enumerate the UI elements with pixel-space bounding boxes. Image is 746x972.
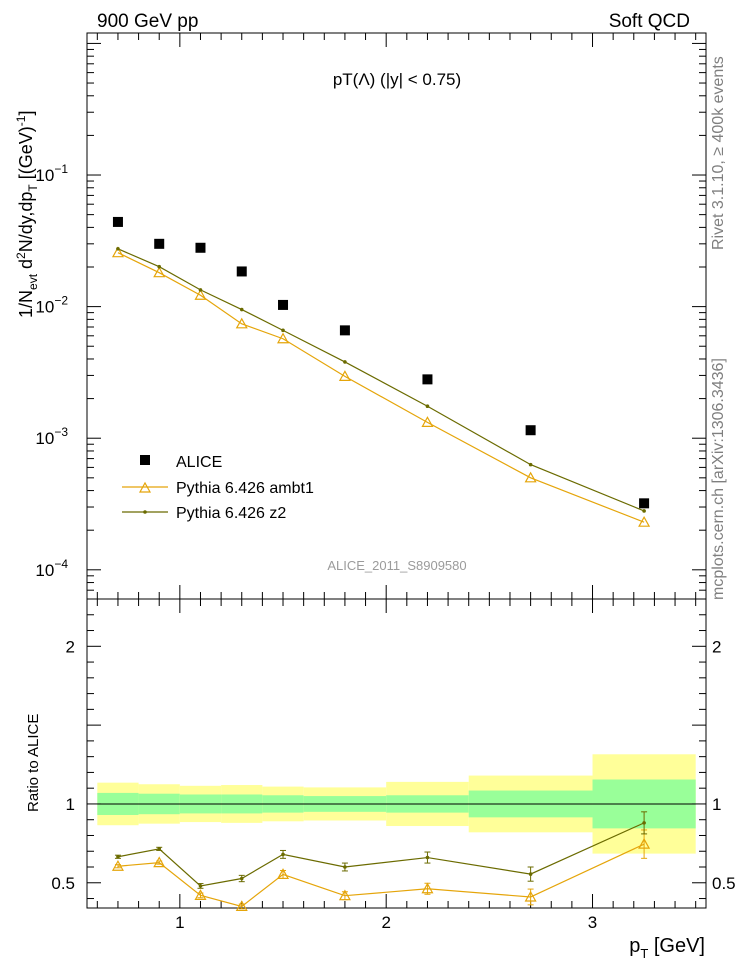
series-line-ambt1 bbox=[117, 252, 645, 523]
ratio-y-tick-label-right: 0.5 bbox=[712, 874, 736, 893]
main-y-tick-exp: −2 bbox=[54, 294, 68, 308]
main-title: pT(Λ) (|y| < 0.75) bbox=[333, 70, 461, 89]
ratio-point-ambt1 bbox=[524, 890, 537, 902]
ratio-x-tick-label: 1 bbox=[175, 913, 184, 932]
ratio-point-z2 bbox=[157, 847, 162, 851]
alice-point bbox=[112, 216, 123, 227]
ratio-x-tick-label: 2 bbox=[381, 913, 390, 932]
ratio-point-z2 bbox=[343, 865, 347, 869]
legend-alice-label: ALICE bbox=[176, 454, 222, 471]
ambt1-point bbox=[276, 332, 290, 344]
ratio-bands bbox=[97, 754, 696, 854]
ratio-x-tick-label: 3 bbox=[588, 913, 597, 932]
ratio-point-ambt1 bbox=[235, 900, 248, 912]
ratio-y-axis: 0.5 0.5 1 1 2 2 bbox=[51, 598, 736, 900]
x-axis-label: pT [GeV] bbox=[629, 935, 705, 961]
z2-point bbox=[642, 509, 646, 513]
ambt1-point bbox=[111, 246, 124, 258]
ratio-y-tick-label: 1 bbox=[66, 795, 75, 814]
ambt1-point bbox=[338, 370, 351, 381]
z2-point bbox=[528, 462, 533, 467]
ratio-point-z2 bbox=[116, 854, 120, 859]
ratio-point-z2 bbox=[528, 872, 533, 876]
ratio-point-z2 bbox=[281, 852, 285, 857]
ratio-point-ambt1 bbox=[421, 882, 434, 894]
header-left: 900 GeV pp bbox=[97, 11, 198, 32]
ratio-point-ambt1 bbox=[638, 837, 651, 849]
legend-ambt1-marker bbox=[138, 481, 152, 493]
ratio-y-tick-label: 0.5 bbox=[51, 874, 75, 893]
ratio-point-ambt1 bbox=[194, 889, 207, 900]
header-right: Soft QCD bbox=[609, 11, 690, 32]
series-line-z2 bbox=[117, 248, 645, 512]
mcplots-label: mcplots.cern.ch [arXiv:1306.3436] bbox=[710, 358, 727, 600]
ambt1-point bbox=[194, 289, 207, 300]
z2-point bbox=[343, 360, 347, 364]
ratio-y-tick-label: 2 bbox=[66, 637, 75, 656]
legend-z2-label: Pythia 6.426 z2 bbox=[176, 505, 286, 522]
main-y-axis: 10−4 10−3 10−2 10−1 bbox=[35, 42, 706, 600]
main-y-tick-label: 10−2 bbox=[35, 294, 68, 317]
ratio-point-z2 bbox=[198, 884, 203, 888]
alice-point bbox=[525, 425, 536, 436]
legend-z2-marker bbox=[143, 510, 147, 514]
ratio-frame bbox=[86, 598, 707, 909]
legend-ambt1-label: Pythia 6.426 ambt1 bbox=[176, 480, 314, 497]
main-y-tick-label: 10−1 bbox=[35, 162, 68, 185]
alice-point bbox=[195, 242, 206, 253]
z2-point bbox=[281, 328, 285, 333]
main-y-tick-exp: −3 bbox=[54, 425, 68, 439]
ratio-point-ambt1 bbox=[111, 859, 124, 871]
legend: ALICE Pythia 6.426 ambt1 Pythia 6.426 z2 bbox=[122, 454, 314, 522]
ratio-point-z2 bbox=[425, 855, 430, 860]
ratio-point-z2 bbox=[239, 876, 244, 881]
ratio-x-axis: 1 2 3 bbox=[96, 599, 697, 932]
ratio-point-ambt1 bbox=[153, 856, 166, 868]
ambt1-point bbox=[638, 515, 651, 527]
analysis-watermark: ALICE_2011_S8909580 bbox=[327, 558, 466, 573]
ratio-series bbox=[111, 811, 651, 912]
z2-point bbox=[157, 264, 162, 269]
main-series bbox=[111, 216, 651, 527]
z2-point bbox=[198, 288, 203, 292]
ratio-y-tick-label-right: 2 bbox=[712, 637, 721, 656]
ambt1-point bbox=[524, 471, 537, 483]
ambt1-point bbox=[153, 266, 166, 278]
main-y-tick-label: 10−4 bbox=[35, 557, 68, 580]
z2-point bbox=[239, 307, 244, 312]
main-x-axis bbox=[96, 33, 697, 599]
ratio-y-label: Ratio to ALICE bbox=[25, 714, 42, 812]
ambt1-point bbox=[421, 416, 434, 427]
alice-point bbox=[422, 374, 433, 385]
main-y-tick-exp: −4 bbox=[54, 557, 68, 571]
z2-point bbox=[116, 246, 120, 251]
main-y-tick-exp: −1 bbox=[54, 162, 68, 176]
ratio-point-ambt1 bbox=[276, 868, 290, 880]
legend-alice-marker bbox=[140, 455, 150, 465]
ratio-point-z2 bbox=[642, 821, 646, 825]
ambt1-point bbox=[235, 317, 248, 329]
alice-point bbox=[278, 299, 289, 310]
ratio-y-tick-label-right: 1 bbox=[712, 795, 721, 814]
main-y-label: 1/Nevt d2N/dy,dpT [(GeV)-1] bbox=[14, 111, 40, 318]
rivet-label: Rivet 3.1.10, ≥ 400k events bbox=[710, 56, 727, 250]
alice-point bbox=[339, 325, 350, 336]
main-y-tick-label: 10−3 bbox=[35, 425, 68, 448]
ratio-point-ambt1 bbox=[338, 889, 351, 901]
alice-point bbox=[639, 498, 650, 509]
alice-point bbox=[154, 238, 165, 249]
alice-point bbox=[236, 266, 247, 277]
z2-point bbox=[425, 404, 430, 409]
